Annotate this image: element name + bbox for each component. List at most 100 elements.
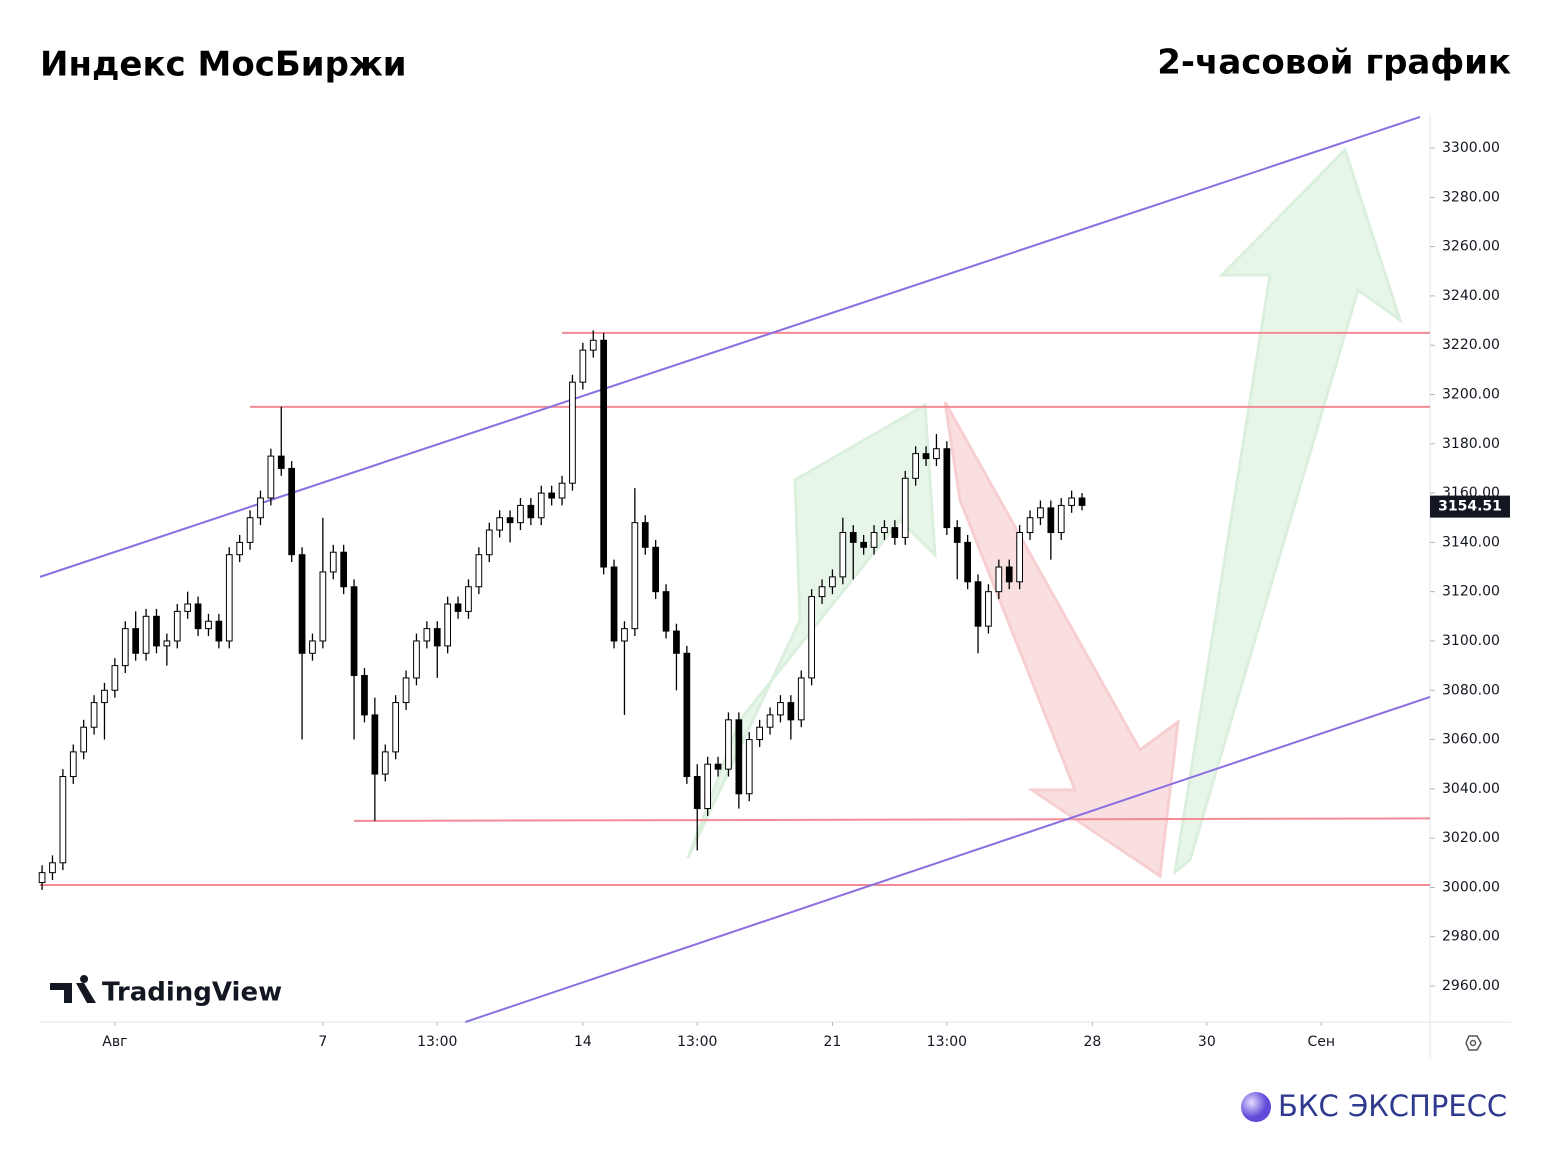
overlay-lines xyxy=(39,116,1431,1023)
candle-body xyxy=(600,339,608,568)
candle-body xyxy=(69,751,77,778)
trend-line xyxy=(354,817,1431,822)
candle-body xyxy=(173,610,181,642)
candle-body xyxy=(101,689,108,704)
candle-body xyxy=(1078,497,1086,506)
candle-body xyxy=(1047,507,1055,534)
candle-body xyxy=(329,551,337,573)
candle-body xyxy=(309,640,316,654)
candle-body xyxy=(849,532,857,543)
candle-body xyxy=(527,504,535,519)
candle-body xyxy=(496,517,504,531)
candle-body xyxy=(381,751,389,775)
y-tick-label: 3180.00 xyxy=(1442,436,1500,452)
candle-body xyxy=(704,763,712,810)
candle-body xyxy=(1026,517,1034,534)
candle-body xyxy=(485,529,493,556)
candle-body xyxy=(569,381,576,484)
candles xyxy=(38,330,1086,890)
trend-line xyxy=(465,695,1431,1023)
candle-body xyxy=(995,566,1003,593)
candle-body xyxy=(1057,504,1065,534)
candle-body xyxy=(829,576,836,588)
x-tick-label: 28 xyxy=(1084,1034,1102,1050)
candle-body xyxy=(267,455,275,499)
candle-body xyxy=(870,532,878,548)
y-tick-label: 3140.00 xyxy=(1442,534,1500,550)
green-arrow xyxy=(686,402,937,859)
candle-body xyxy=(922,453,930,460)
candle-body xyxy=(465,586,472,612)
candle-body xyxy=(673,630,680,654)
candle-body xyxy=(153,615,160,647)
candle-body xyxy=(433,628,441,647)
candle-body xyxy=(621,628,628,642)
last-price-box xyxy=(1430,495,1510,518)
candle-body xyxy=(662,591,670,632)
candle-body xyxy=(912,453,919,479)
candle-body xyxy=(246,517,254,543)
candle-body xyxy=(797,677,805,721)
y-tick-label: 3260.00 xyxy=(1442,239,1500,255)
candle-body xyxy=(288,467,296,556)
settings-icon[interactable] xyxy=(1465,1035,1482,1051)
candle-body xyxy=(537,492,545,519)
candle-body xyxy=(475,554,483,588)
trend-line xyxy=(39,116,1421,578)
y-tick-label: 3060.00 xyxy=(1442,732,1500,748)
candle-body xyxy=(953,527,961,543)
chart-subtitle: 2-часовой график xyxy=(1157,43,1511,83)
candle-body xyxy=(610,566,618,642)
candle-body xyxy=(361,674,368,716)
candle-body xyxy=(340,551,348,588)
brand-logo xyxy=(1241,1092,1271,1122)
y-tick-label: 2960.00 xyxy=(1442,978,1500,994)
candle-body xyxy=(392,702,400,753)
x-tick-label: 21 xyxy=(824,1034,842,1050)
candle-body xyxy=(735,719,743,795)
x-tick-label: 13:00 xyxy=(927,1034,967,1050)
candle-body xyxy=(860,541,868,548)
candle-body xyxy=(881,527,888,534)
candle-body xyxy=(423,628,431,642)
watermark: TradingView xyxy=(50,975,282,1008)
x-tick-label: 13:00 xyxy=(417,1034,457,1050)
candle-body xyxy=(444,603,452,647)
tv-logo xyxy=(50,975,96,1003)
candle-body xyxy=(215,620,223,642)
y-tick-label: 3020.00 xyxy=(1442,830,1500,846)
x-tick-label: 13:00 xyxy=(677,1034,717,1050)
candle-body xyxy=(579,349,587,383)
candle-body xyxy=(985,591,992,627)
y-tick-label: 3000.00 xyxy=(1442,879,1500,895)
candle-body xyxy=(298,554,306,654)
candle-body xyxy=(943,448,951,529)
candle-body xyxy=(964,541,971,583)
y-tick-label: 3040.00 xyxy=(1442,781,1500,797)
candle-body xyxy=(121,628,129,667)
candle-body xyxy=(839,532,847,578)
y-tick-label: 3280.00 xyxy=(1442,189,1500,205)
last-price-label: 3154.51 xyxy=(1438,499,1502,515)
candle-body xyxy=(142,615,150,654)
candle-body xyxy=(787,702,795,721)
candle-body xyxy=(974,581,982,627)
candle-body xyxy=(714,763,722,770)
y-tick-label: 3240.00 xyxy=(1442,288,1500,304)
x-tick-label: 7 xyxy=(318,1034,327,1050)
candle-body xyxy=(38,872,46,883)
candle-body xyxy=(901,477,909,538)
chart-title: Индекс МосБиржи xyxy=(40,45,407,85)
candle-body xyxy=(225,554,233,642)
y-tick-label: 3220.00 xyxy=(1442,337,1500,353)
candle-body xyxy=(257,497,264,519)
candle-body xyxy=(756,726,764,741)
candle-body xyxy=(413,640,420,679)
candle-body xyxy=(371,714,379,775)
candle-body xyxy=(506,517,514,524)
y-tick-label: 3200.00 xyxy=(1442,386,1500,402)
candle-body xyxy=(558,482,566,499)
candle-body xyxy=(652,546,660,593)
